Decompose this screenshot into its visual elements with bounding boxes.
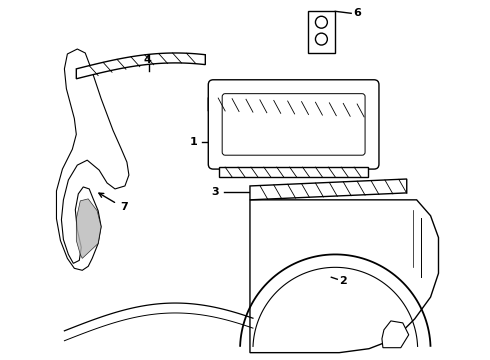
Text: 1: 1 (190, 137, 197, 147)
Text: 5: 5 (211, 121, 219, 130)
Polygon shape (56, 49, 129, 270)
Polygon shape (250, 200, 439, 353)
Polygon shape (76, 199, 101, 258)
Text: 2: 2 (339, 276, 347, 286)
Polygon shape (219, 167, 368, 177)
Polygon shape (208, 98, 371, 117)
Polygon shape (76, 53, 205, 79)
Text: 7: 7 (120, 202, 128, 212)
Text: 4: 4 (144, 55, 152, 65)
Bar (308, 11, 335, 53)
FancyBboxPatch shape (208, 80, 379, 169)
Polygon shape (250, 179, 407, 200)
Text: 3: 3 (212, 187, 219, 197)
Polygon shape (382, 321, 409, 348)
Text: 6: 6 (353, 8, 361, 18)
